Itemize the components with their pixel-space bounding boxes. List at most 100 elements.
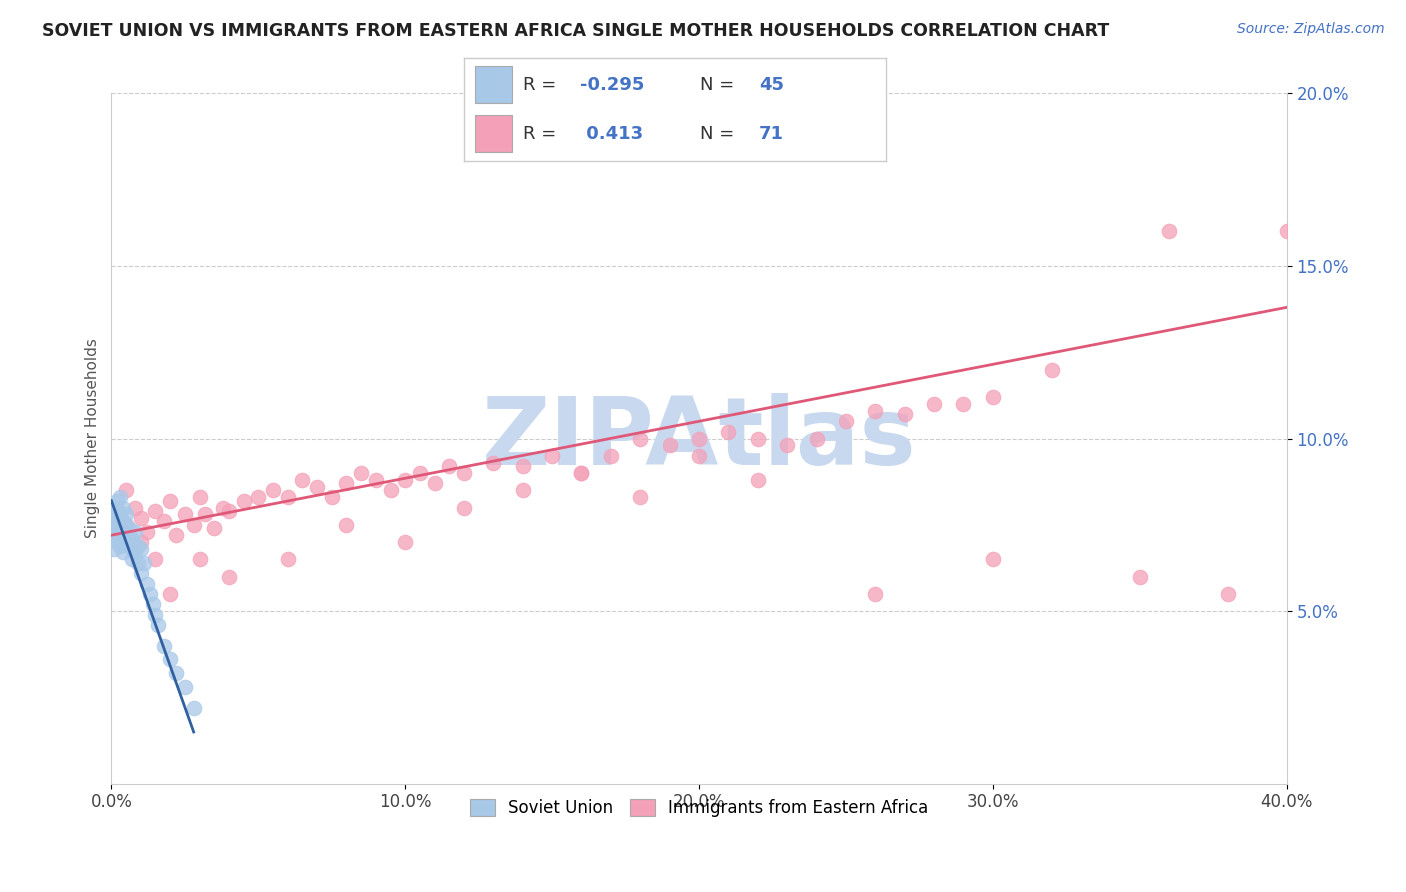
Point <box>183 517 205 532</box>
Point <box>105 504 128 518</box>
Point <box>183 700 205 714</box>
Point <box>118 528 141 542</box>
Point <box>688 432 710 446</box>
Point <box>1157 224 1180 238</box>
Point <box>112 500 135 515</box>
Point <box>159 652 181 666</box>
Point <box>981 390 1004 404</box>
Point <box>121 552 143 566</box>
Point <box>145 552 167 566</box>
Point <box>688 449 710 463</box>
Point <box>105 524 128 539</box>
Point <box>512 459 534 474</box>
Text: N =: N = <box>700 76 740 94</box>
Point <box>482 456 505 470</box>
Point <box>141 597 163 611</box>
Point <box>394 473 416 487</box>
Point <box>439 459 461 474</box>
Point <box>112 524 135 539</box>
Point <box>165 528 187 542</box>
Point <box>173 680 195 694</box>
Point <box>571 466 593 480</box>
Point <box>129 541 152 556</box>
Point <box>335 517 357 532</box>
Point <box>138 587 160 601</box>
Point <box>148 618 170 632</box>
Point <box>212 500 235 515</box>
Text: ZIPAtlas: ZIPAtlas <box>482 392 917 484</box>
Point <box>865 404 887 418</box>
Point <box>409 466 432 480</box>
Point <box>115 532 138 546</box>
Point <box>115 483 138 498</box>
Point <box>118 521 141 535</box>
Point <box>307 480 329 494</box>
Point <box>277 490 299 504</box>
Point <box>218 569 240 583</box>
Point <box>110 532 132 546</box>
Point <box>115 508 138 522</box>
Point <box>335 476 357 491</box>
Point <box>1129 569 1152 583</box>
Point <box>105 535 128 549</box>
FancyBboxPatch shape <box>475 115 512 153</box>
Point <box>747 473 769 487</box>
Point <box>628 490 651 504</box>
Point <box>291 473 314 487</box>
Point <box>247 490 270 504</box>
Point <box>153 515 176 529</box>
Point <box>129 535 152 549</box>
Point <box>453 466 475 480</box>
Point <box>218 504 240 518</box>
Point <box>202 521 225 535</box>
Point <box>599 449 621 463</box>
Point <box>103 528 125 542</box>
FancyBboxPatch shape <box>475 66 512 103</box>
Point <box>541 449 564 463</box>
Point <box>110 539 132 553</box>
Point <box>865 587 887 601</box>
Point <box>717 425 740 439</box>
Point <box>232 493 254 508</box>
Point <box>628 432 651 446</box>
Point <box>350 466 373 480</box>
Legend: Soviet Union, Immigrants from Eastern Africa: Soviet Union, Immigrants from Eastern Af… <box>463 792 935 823</box>
Point <box>159 587 181 601</box>
Point <box>103 541 125 556</box>
Text: -0.295: -0.295 <box>581 76 644 94</box>
Point <box>103 517 125 532</box>
Point <box>1275 224 1298 238</box>
Point <box>129 511 152 525</box>
Point <box>145 607 167 622</box>
Point <box>423 476 446 491</box>
Text: R =: R = <box>523 76 562 94</box>
Text: 71: 71 <box>759 125 785 143</box>
Point <box>105 515 128 529</box>
Point <box>105 511 128 525</box>
Point <box>165 666 187 681</box>
Point <box>110 508 132 522</box>
Point <box>127 556 149 570</box>
Point <box>1040 362 1063 376</box>
Point <box>129 566 152 581</box>
Point <box>658 438 681 452</box>
Point <box>110 490 132 504</box>
Point <box>173 508 195 522</box>
Point <box>145 504 167 518</box>
Point <box>835 414 858 428</box>
Point <box>394 535 416 549</box>
Point <box>262 483 284 498</box>
Point <box>105 493 128 508</box>
Point <box>118 539 141 553</box>
Point <box>453 500 475 515</box>
Point <box>110 521 132 535</box>
Point <box>571 466 593 480</box>
Point <box>277 552 299 566</box>
Text: 45: 45 <box>759 76 785 94</box>
Point <box>188 490 211 504</box>
Point <box>512 483 534 498</box>
Point <box>194 508 217 522</box>
Point <box>321 490 343 504</box>
Point <box>121 541 143 556</box>
Point <box>922 397 945 411</box>
